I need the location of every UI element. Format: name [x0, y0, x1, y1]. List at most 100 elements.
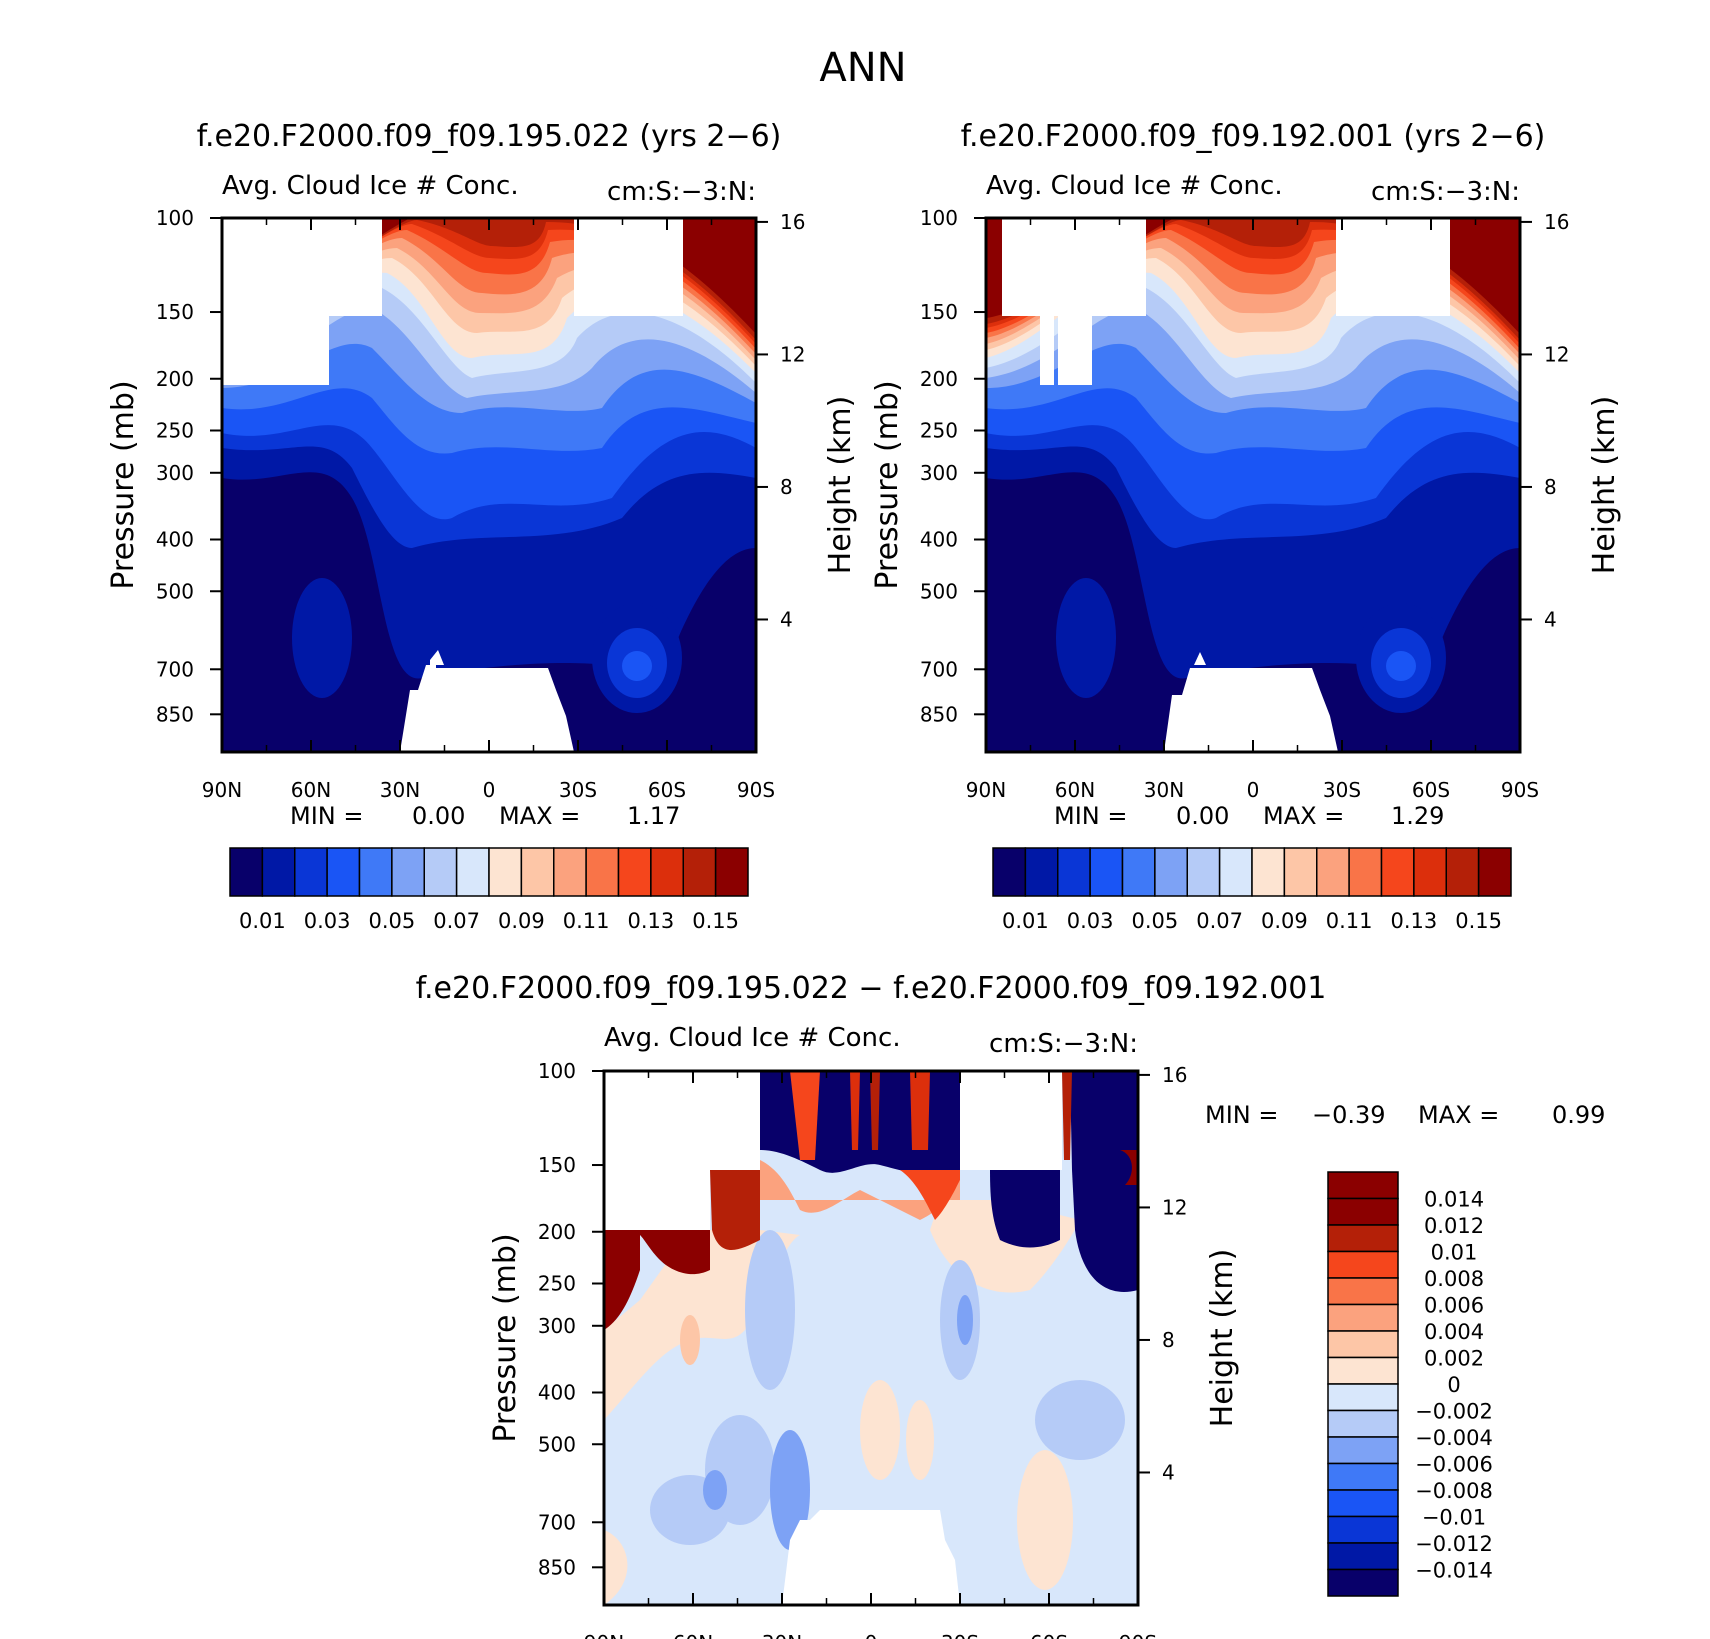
panel-2-field [986, 218, 1520, 752]
colorbar-swatch [229, 847, 264, 897]
panel-3-max-value: 0.99 [1552, 1101, 1605, 1129]
x-tick-label: 90S [1119, 1631, 1157, 1639]
x-tick-label: 30S [559, 778, 597, 802]
colorbar-label: 0.03 [304, 909, 351, 933]
x-tick-label: 90N [966, 778, 1006, 802]
colorbar-label: 0.03 [1067, 909, 1114, 933]
colorbar-swatch [1327, 1462, 1399, 1491]
colorbar-swatch [1024, 847, 1059, 897]
colorbar-label: 0.11 [1326, 909, 1373, 933]
panel-1-minmax: MIN = 0.00 MAX = 1.17 [290, 802, 680, 830]
y-tick-label: 400 [538, 1381, 576, 1405]
y-right-tick-label: 8 [1162, 1328, 1175, 1352]
colorbar-label: −0.01 [1422, 1506, 1486, 1530]
panel-3-minmax: MIN = −0.39 MAX = 0.99 [1205, 1101, 1605, 1129]
colorbar-swatch [1327, 1542, 1399, 1571]
panel-3-max-label: MAX = [1418, 1101, 1499, 1129]
panel-2-title: f.e20.F2000.f09_f09.192.001 (yrs 2−6) [961, 119, 1546, 154]
colorbar-swatch [1380, 847, 1415, 897]
colorbar-swatch [1327, 1171, 1399, 1200]
panel-3-title: f.e20.F2000.f09_f09.195.022 − f.e20.F200… [416, 971, 1327, 1006]
colorbar-swatch [1283, 847, 1318, 897]
y-tick-label: 500 [156, 579, 194, 603]
colorbar-swatch [1327, 1197, 1399, 1226]
y-tick-label: 500 [920, 579, 958, 603]
colorbar-swatch [455, 847, 490, 897]
y-tick-label: 100 [920, 206, 958, 230]
y-tick-label: 150 [538, 1153, 576, 1177]
colorbar-swatch [520, 847, 555, 897]
y-tick-label: 850 [538, 1555, 576, 1579]
colorbar-swatch [261, 847, 296, 897]
panel-1-axes: 90N 60N 30N 0 30S 60S 90S 100 150 200 250 300 400 500… [156, 206, 806, 802]
colorbar-label: 0.01 [1431, 1241, 1478, 1265]
colorbar-swatch [992, 847, 1027, 897]
colorbar-swatch [1327, 1303, 1399, 1332]
y-tick-label: 300 [920, 461, 958, 485]
y-right-tick-label: 8 [780, 475, 793, 499]
colorbar-swatch [358, 847, 393, 897]
colorbar-swatch [553, 847, 587, 897]
panel-3-right-string: cm:S:−3:N: [989, 1029, 1138, 1059]
y-tick-label: 700 [538, 1510, 576, 1534]
colorbar-label: 0.13 [1390, 909, 1437, 933]
panel-1-max-value: 1.17 [627, 802, 680, 830]
panel-2-min-value: 0.00 [1176, 802, 1229, 830]
colorbar-swatch [650, 847, 684, 897]
y-right-tick-label: 12 [1544, 342, 1569, 366]
colorbar-label: 0.15 [692, 909, 739, 933]
colorbar-swatch [1327, 1515, 1399, 1544]
colorbar-label: 0.012 [1424, 1214, 1484, 1238]
panel-3-left-string: Avg. Cloud Ice # Conc. [604, 1023, 901, 1053]
y-tick-label: 200 [156, 367, 194, 391]
panel-1-colorbar: 0.01 0.03 0.05 0.07 0.09 0.11 0.13 0.15 [229, 847, 749, 933]
x-tick-label: 60S [1030, 1631, 1068, 1639]
x-tick-label: 90S [737, 778, 775, 802]
panel-2-max-value: 1.29 [1391, 802, 1444, 830]
colorbar-swatch [1327, 1489, 1399, 1518]
panel-1-min-value: 0.00 [412, 802, 465, 830]
y-tick-label: 150 [156, 300, 194, 324]
panel-2-left-string: Avg. Cloud Ice # Conc. [986, 171, 1283, 201]
x-tick-label: 0 [1247, 778, 1260, 802]
panel-3-axes: 90N 60N 30N 0 30S 60S 90S 100 150 200 250 300 400 500… [538, 1059, 1188, 1639]
colorbar-label: −0.008 [1415, 1479, 1493, 1503]
x-tick-label: 0 [483, 778, 496, 802]
x-tick-label: 90S [1501, 778, 1539, 802]
colorbar-label: −0.004 [1415, 1426, 1493, 1450]
figure-title: ANN [819, 45, 906, 91]
colorbar-swatch [1327, 1568, 1399, 1597]
y-right-tick-label: 12 [780, 342, 805, 366]
colorbar-swatch [1327, 1436, 1399, 1465]
colorbar-swatch [682, 847, 717, 897]
y-tick-label: 100 [156, 206, 194, 230]
panel-3: f.e20.F2000.f09_f09.195.022 − f.e20.F200… [416, 971, 1606, 1639]
colorbar-swatch [1089, 847, 1124, 897]
panel-1-ylabel-right: Height (km) [823, 396, 858, 575]
panel-2: f.e20.F2000.f09_f09.192.001 (yrs 2−6) Av… [870, 119, 1622, 933]
panel-1-right-string: cm:S:−3:N: [607, 177, 756, 207]
colorbar-swatch [1154, 847, 1188, 897]
y-tick-label: 500 [538, 1432, 576, 1456]
panel-2-min-label: MIN = [1054, 802, 1127, 830]
y-right-tick-label: 12 [1162, 1195, 1187, 1219]
colorbar-label: 0.002 [1424, 1347, 1484, 1371]
panel-3-min-label: MIN = [1205, 1101, 1278, 1129]
panel-3-ylabel-right: Height (km) [1205, 1249, 1240, 1428]
y-tick-label: 100 [538, 1059, 576, 1083]
colorbar-swatch [1316, 847, 1350, 897]
y-tick-label: 250 [156, 418, 194, 442]
x-tick-label: 60N [673, 1631, 713, 1639]
colorbar-label: −0.006 [1415, 1453, 1493, 1477]
colorbar-swatch [1327, 1224, 1399, 1253]
colorbar-swatch [294, 847, 328, 897]
panel-2-minmax: MIN = 0.00 MAX = 1.29 [1054, 802, 1444, 830]
x-tick-label: 60S [1412, 778, 1450, 802]
colorbar-label: 0.01 [239, 909, 286, 933]
colorbar-swatch [617, 847, 652, 897]
panel-3-min-value: −0.39 [1312, 1101, 1386, 1129]
panel-2-max-label: MAX = [1263, 802, 1344, 830]
colorbar-swatch [585, 847, 620, 897]
colorbar-label: 0.008 [1424, 1267, 1484, 1291]
